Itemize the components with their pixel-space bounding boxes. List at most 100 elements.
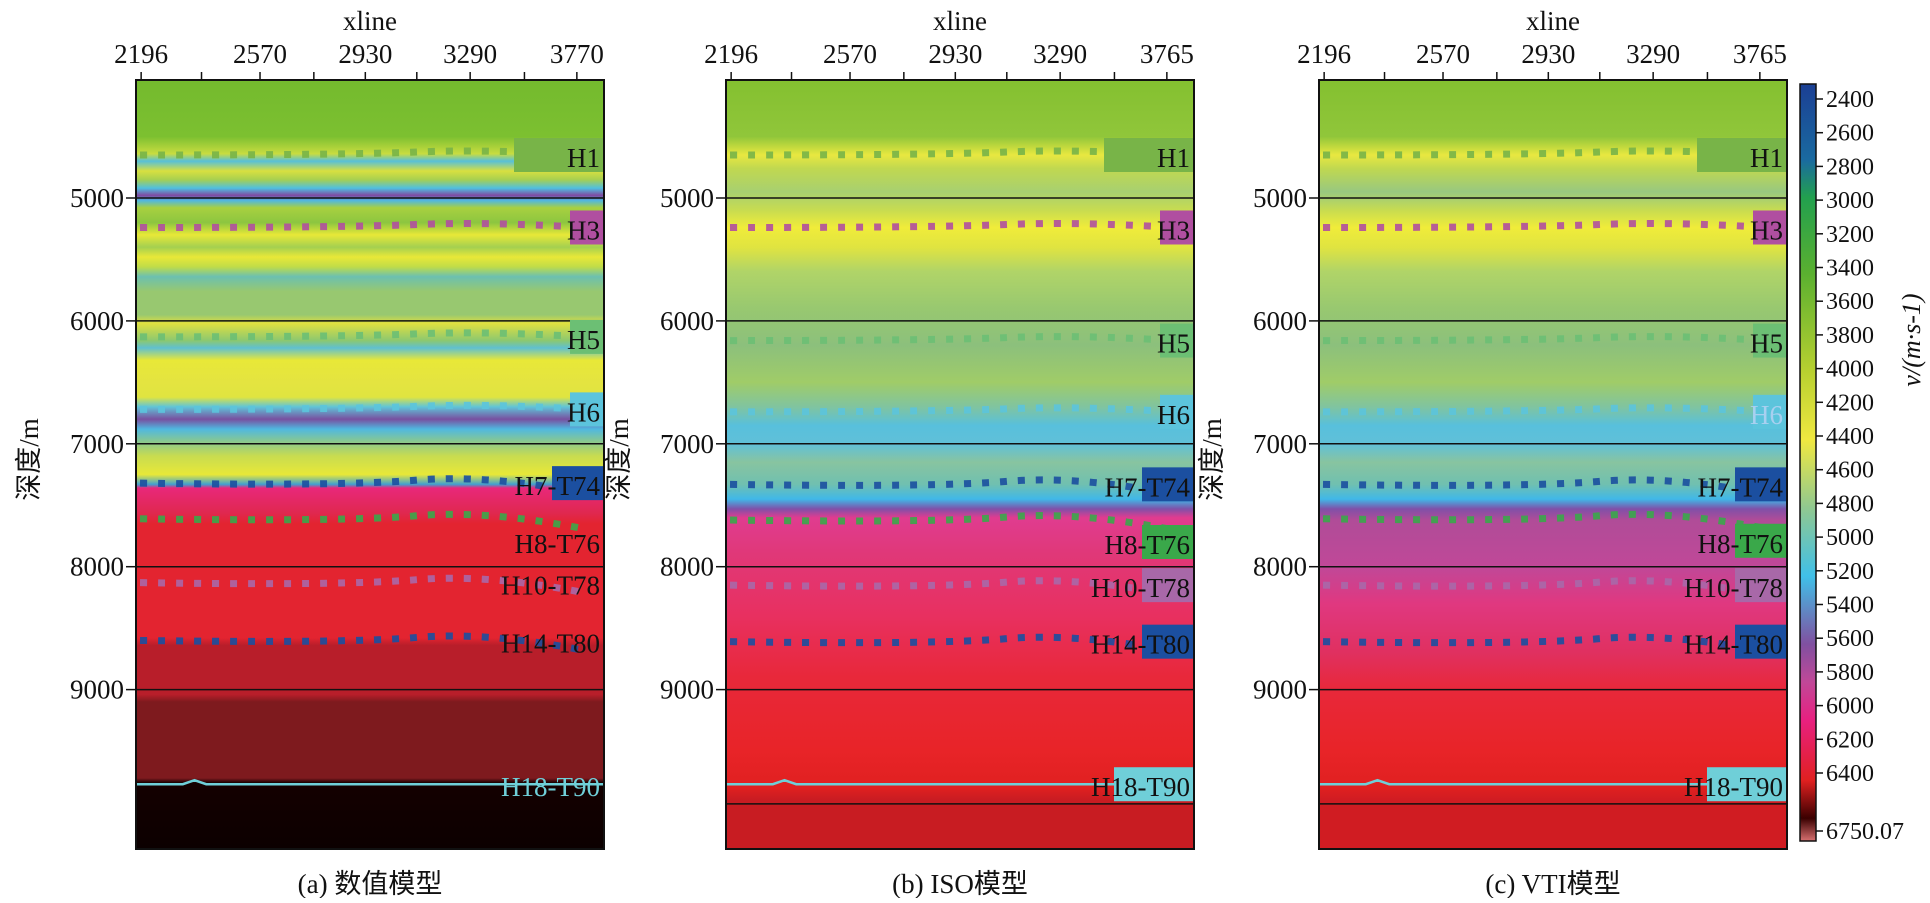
horizon-dotted-line [1322,404,1768,416]
horizon-dotted-line [139,510,585,533]
horizon-label-box [1142,524,1194,559]
horizon-label: H6 [567,397,600,427]
horizon-label-box [1142,568,1194,603]
colorbar-tick-label: 5400 [1826,593,1874,619]
velocity-heatmap [1319,80,1787,849]
x-tick-label: 2570 [823,39,877,69]
colorbar-tick-label: 2600 [1826,121,1874,147]
y-tick-label: 6000 [70,306,124,336]
horizon-label: H8-T76 [515,529,600,559]
x-tick-label: 2196 [114,39,168,69]
horizon-dotted-line [729,512,1175,534]
colorbar-tick-label: 3000 [1826,188,1874,214]
y-tick-label: 9000 [70,675,124,705]
horizon-label-box [1735,523,1787,558]
horizon-label: H18-T90 [1684,772,1783,802]
y-axis-label: 深度/m [14,418,44,501]
horizon-label: H6 [1157,400,1190,430]
colorbar-tick-label: 5000 [1826,525,1874,551]
velocity-heatmap [726,80,1194,849]
horizon-label-box [1707,767,1787,802]
horizon-label-box [1160,210,1194,245]
horizon-label: H18-T90 [1091,772,1190,802]
horizon-label: H1 [1157,143,1190,173]
horizon-dotted-line [139,401,585,413]
horizon-dotted-line [139,574,585,597]
horizon-label-box [1104,137,1194,172]
y-tick-label: 8000 [70,552,124,582]
horizon-label: H14-T80 [1684,630,1783,660]
x-tick-label: 2570 [1416,39,1470,69]
horizon-label: H10-T78 [501,571,600,601]
horizon-label: H5 [1750,329,1783,359]
y-tick-label: 5000 [70,183,124,213]
x-axis-label: xline [933,6,987,36]
x-tick-label: 2930 [928,39,982,69]
horizon-label: H3 [1750,215,1783,245]
y-tick-label: 5000 [660,183,714,213]
horizon-label-box [1735,467,1787,502]
x-axis-label: xline [1526,6,1580,36]
horizon-label: H7-T74 [515,471,601,501]
horizon-label-box [1114,767,1194,802]
horizon-label: H10-T78 [1091,573,1190,603]
horizon-dotted-line [729,633,1175,656]
horizon-label: H7-T74 [1105,472,1191,502]
horizon-label-box [1753,323,1787,358]
horizon-label: H8-T76 [1698,529,1783,559]
horizon-label: H6 [1750,400,1783,430]
y-axis-label: 深度/m [1197,418,1227,501]
horizon-dotted-line [139,632,585,654]
horizon-label-box [1697,137,1787,172]
panel-frame [135,79,605,850]
colorbar-tick-label: 3400 [1826,256,1874,282]
horizon-dotted-line [1322,577,1768,599]
horizon-label-box [514,137,604,172]
x-axis-label: xline [343,6,397,36]
colorbar-tick-label: 6000 [1826,694,1874,720]
panel-c: 5000 6000 7000 8000 9000 2196 2570 2930 3290 3765… [1197,6,1788,899]
panel-a: 5000 6000 7000 8000 9000 2196 2570 2930 3290 3770… [14,6,605,899]
x-tick-label: 3765 [1733,39,1787,69]
colorbar-tick-label: 6400 [1826,761,1874,787]
horizon-label-box [1142,624,1194,659]
horizon-label: H1 [567,143,600,173]
horizon-label: H14-T80 [501,628,600,658]
horizon-label: H7-T74 [1698,472,1784,502]
horizon-dotted-line [1322,510,1768,533]
horizon-label: H14-T80 [1091,630,1190,660]
colorbar-tick-label: 5800 [1826,660,1874,686]
horizon-label-box [570,210,604,245]
y-tick-label: 8000 [1253,552,1307,582]
x-tick-label: 2196 [1297,39,1351,69]
colorbar-tick-label: 4400 [1826,424,1874,450]
colorbar-tick-label: 4000 [1826,357,1874,383]
colorbar-tick-label: 6200 [1826,727,1874,753]
horizon-label-box [1160,394,1194,429]
colorbar-scale [1799,83,1817,842]
y-tick-label: 6000 [660,306,714,336]
panel-b: 5000 6000 7000 8000 9000 2196 2570 2930 3290 3765… [604,6,1195,899]
horizon-dotted-line [1322,633,1768,656]
horizon-label-box [1753,394,1787,429]
horizon-label-box [1735,624,1787,659]
y-tick-label: 7000 [70,429,124,459]
panel-frame [1318,79,1788,850]
horizon-dotted-line [729,404,1175,416]
horizon-label: H1 [1750,143,1783,173]
colorbar-tick-label: 3200 [1826,222,1874,248]
x-tick-label: 3765 [1140,39,1194,69]
horizon-label-box [570,392,604,427]
horizon-line [136,778,604,786]
horizon-dotted-line [1322,333,1768,345]
colorbar-tick-label: 4200 [1826,390,1874,416]
panel-caption: (b) ISO模型 [892,869,1028,898]
horizon-dotted-line [729,476,1175,498]
x-tick-label: 3290 [1626,39,1680,69]
y-tick-label: 7000 [1253,429,1307,459]
horizon-dotted-line [1322,220,1768,231]
colorbar-tick-label: 4600 [1826,458,1874,484]
y-tick-label: 9000 [1253,675,1307,705]
horizon-label: H8-T76 [1105,530,1190,560]
